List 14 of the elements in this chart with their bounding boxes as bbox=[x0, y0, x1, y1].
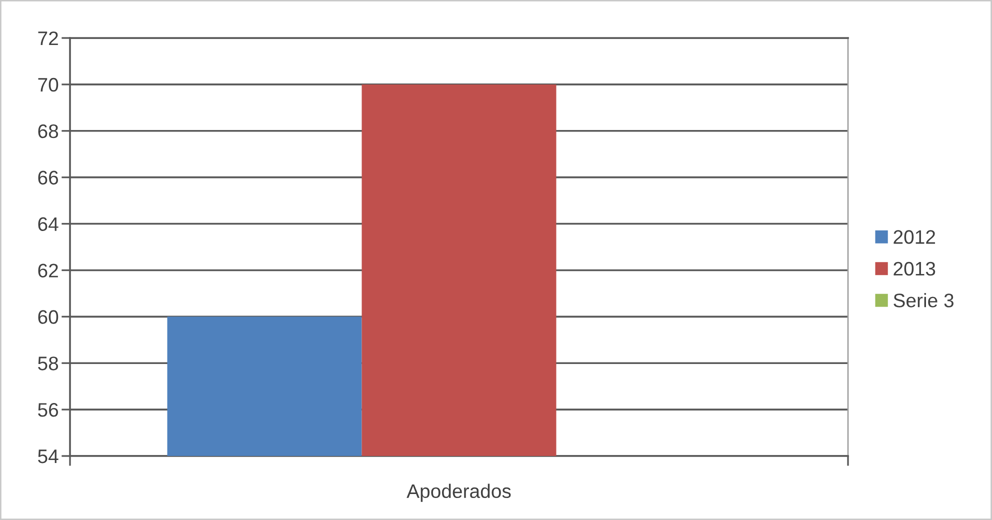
x-tick-label: Apoderados bbox=[406, 484, 511, 502]
y-tick-label: 60 bbox=[38, 310, 58, 324]
y-tick-label: 70 bbox=[38, 78, 58, 92]
y-tick-label: 62 bbox=[38, 264, 58, 278]
legend-label: Serie 3 bbox=[894, 293, 954, 308]
y-tick-label: 72 bbox=[38, 31, 58, 46]
y-tick-label: 54 bbox=[38, 450, 58, 464]
y-tick-label: 58 bbox=[38, 356, 58, 370]
y-tick-label: 64 bbox=[38, 217, 58, 232]
legend-label: 2013 bbox=[894, 262, 936, 276]
y-tick-label: 56 bbox=[38, 403, 58, 417]
legend-label: 2012 bbox=[894, 230, 936, 244]
y-tick-label: 66 bbox=[38, 170, 58, 185]
y-tick-label: 68 bbox=[38, 124, 58, 138]
